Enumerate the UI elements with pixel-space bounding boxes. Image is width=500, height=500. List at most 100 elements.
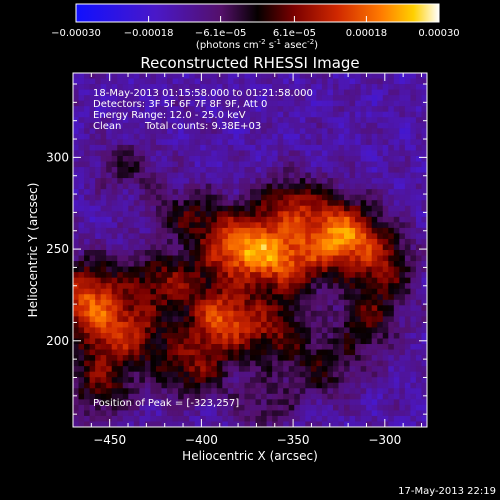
heatmap-cell bbox=[310, 261, 317, 267]
heatmap-cell bbox=[299, 78, 306, 85]
heatmap-cell bbox=[211, 310, 218, 317]
heatmap-cell bbox=[189, 277, 196, 284]
heatmap-cell bbox=[366, 305, 373, 312]
heatmap-cell bbox=[299, 388, 306, 395]
heatmap-cell bbox=[106, 277, 113, 284]
heatmap-cell bbox=[261, 410, 267, 417]
heatmap-cell bbox=[111, 299, 118, 306]
heatmap-cell bbox=[321, 155, 328, 162]
heatmap-cell bbox=[233, 261, 240, 267]
heatmap-cell bbox=[117, 355, 124, 362]
heatmap-cell bbox=[305, 277, 312, 284]
heatmap-cell bbox=[172, 266, 179, 273]
heatmap-cell bbox=[415, 84, 422, 90]
heatmap-cell bbox=[122, 155, 129, 162]
heatmap-cell bbox=[360, 117, 367, 124]
heatmap-cell bbox=[393, 172, 400, 179]
heatmap-cell bbox=[194, 144, 201, 151]
heatmap-cell bbox=[111, 144, 118, 151]
heatmap-cell bbox=[283, 294, 290, 301]
heatmap-cell bbox=[84, 272, 90, 279]
heatmap-cell bbox=[415, 321, 422, 328]
heatmap-cell bbox=[139, 144, 146, 151]
heatmap-cell bbox=[133, 211, 140, 218]
heatmap-cell bbox=[288, 106, 295, 113]
heatmap-cell bbox=[89, 89, 96, 96]
heatmap-cell bbox=[277, 178, 284, 185]
heatmap-cell bbox=[200, 133, 207, 140]
heatmap-cell bbox=[415, 73, 422, 79]
heatmap-cell bbox=[310, 283, 317, 290]
heatmap-cell bbox=[95, 410, 102, 417]
heatmap-cell bbox=[355, 183, 362, 190]
heatmap-cell bbox=[161, 167, 168, 173]
heatmap-cell bbox=[78, 95, 85, 102]
heatmap-cell bbox=[95, 95, 102, 102]
heatmap-cell bbox=[211, 73, 218, 79]
heatmap-cell bbox=[111, 255, 118, 262]
heatmap-cell bbox=[117, 388, 124, 395]
heatmap-cell bbox=[388, 349, 395, 356]
heatmap-cell bbox=[222, 122, 229, 129]
heatmap-cell bbox=[238, 95, 245, 102]
heatmap-cell bbox=[227, 327, 234, 334]
heatmap-cell bbox=[321, 404, 328, 411]
heatmap-cell bbox=[366, 266, 373, 273]
heatmap-cell bbox=[294, 84, 301, 90]
heatmap-cell bbox=[366, 250, 373, 256]
heatmap-cell bbox=[360, 128, 367, 135]
heatmap-cell bbox=[155, 133, 162, 140]
heatmap-cell bbox=[106, 305, 113, 312]
heatmap-cell bbox=[161, 161, 168, 168]
heatmap-cell bbox=[73, 404, 79, 411]
heatmap-cell bbox=[211, 183, 218, 190]
heatmap-cell bbox=[415, 139, 422, 146]
heatmap-cell bbox=[310, 238, 317, 245]
heatmap-cell bbox=[84, 404, 90, 411]
heatmap-cell bbox=[122, 366, 129, 373]
heatmap-cell bbox=[117, 371, 124, 378]
heatmap-cell bbox=[200, 233, 207, 240]
heatmap-cell bbox=[371, 238, 378, 245]
heatmap-cell bbox=[371, 100, 378, 107]
heatmap-cell bbox=[283, 211, 290, 218]
heatmap-cell bbox=[399, 288, 406, 295]
heatmap-cell bbox=[327, 216, 334, 223]
heatmap-cell bbox=[139, 128, 146, 135]
heatmap-cell bbox=[360, 388, 367, 395]
heatmap-cell bbox=[178, 189, 185, 196]
heatmap-cell bbox=[227, 161, 234, 168]
heatmap-cell bbox=[222, 393, 229, 400]
heatmap-cell bbox=[205, 128, 212, 135]
heatmap-cell bbox=[233, 377, 240, 384]
heatmap-cell bbox=[310, 150, 317, 157]
heatmap-cell bbox=[332, 421, 339, 428]
heatmap-cell bbox=[310, 327, 317, 334]
heatmap-cell bbox=[211, 250, 218, 256]
heatmap-cell bbox=[393, 117, 400, 124]
heatmap-cell bbox=[205, 227, 212, 234]
heatmap-cell bbox=[117, 321, 124, 328]
heatmap-cell bbox=[321, 205, 328, 212]
heatmap-cell bbox=[161, 310, 168, 317]
heatmap-cell bbox=[399, 161, 406, 168]
heatmap-cell bbox=[299, 167, 306, 173]
heatmap-cell bbox=[139, 338, 146, 345]
heatmap-cell bbox=[139, 283, 146, 290]
heatmap-cell bbox=[272, 294, 279, 301]
heatmap-cell bbox=[360, 167, 367, 173]
heatmap-cell bbox=[111, 338, 118, 345]
heatmap-cell bbox=[266, 327, 273, 334]
heatmap-cell bbox=[211, 89, 218, 96]
heatmap-cell bbox=[167, 272, 173, 279]
heatmap-cell bbox=[211, 227, 218, 234]
heatmap-cell bbox=[344, 349, 350, 356]
heatmap-cell bbox=[421, 205, 428, 212]
heatmap-cell bbox=[294, 111, 301, 118]
heatmap-cell bbox=[277, 399, 284, 406]
heatmap-cell bbox=[84, 73, 90, 79]
heatmap-cell bbox=[89, 316, 96, 323]
heatmap-cell bbox=[338, 200, 345, 207]
heatmap-cell bbox=[155, 183, 162, 190]
heatmap-cell bbox=[393, 393, 400, 400]
